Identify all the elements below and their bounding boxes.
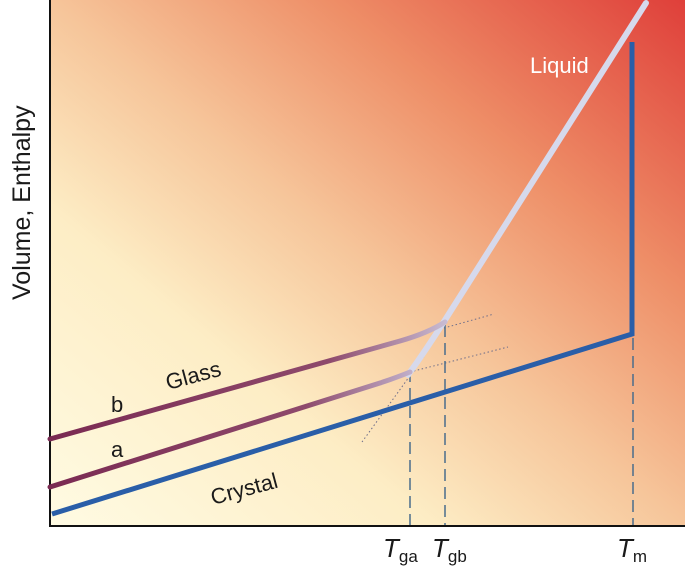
glass-b-extension [443,313,495,329]
tick-label-tm: Tm [617,533,647,566]
crystal-curve [51,42,635,517]
y-axis-label: Volume, Enthalpy [8,105,36,300]
glass-a-extension [409,346,509,373]
liquid-label: Liquid [530,53,589,78]
glass-curve-b [47,319,448,442]
glass-curve-a [47,369,413,490]
curve-b-label: b [111,392,123,417]
tick-label-tga: Tga [383,533,418,566]
tick-label-tgb: Tgb [432,533,467,566]
plot-background [50,0,685,525]
curve-a-label: a [111,437,124,462]
